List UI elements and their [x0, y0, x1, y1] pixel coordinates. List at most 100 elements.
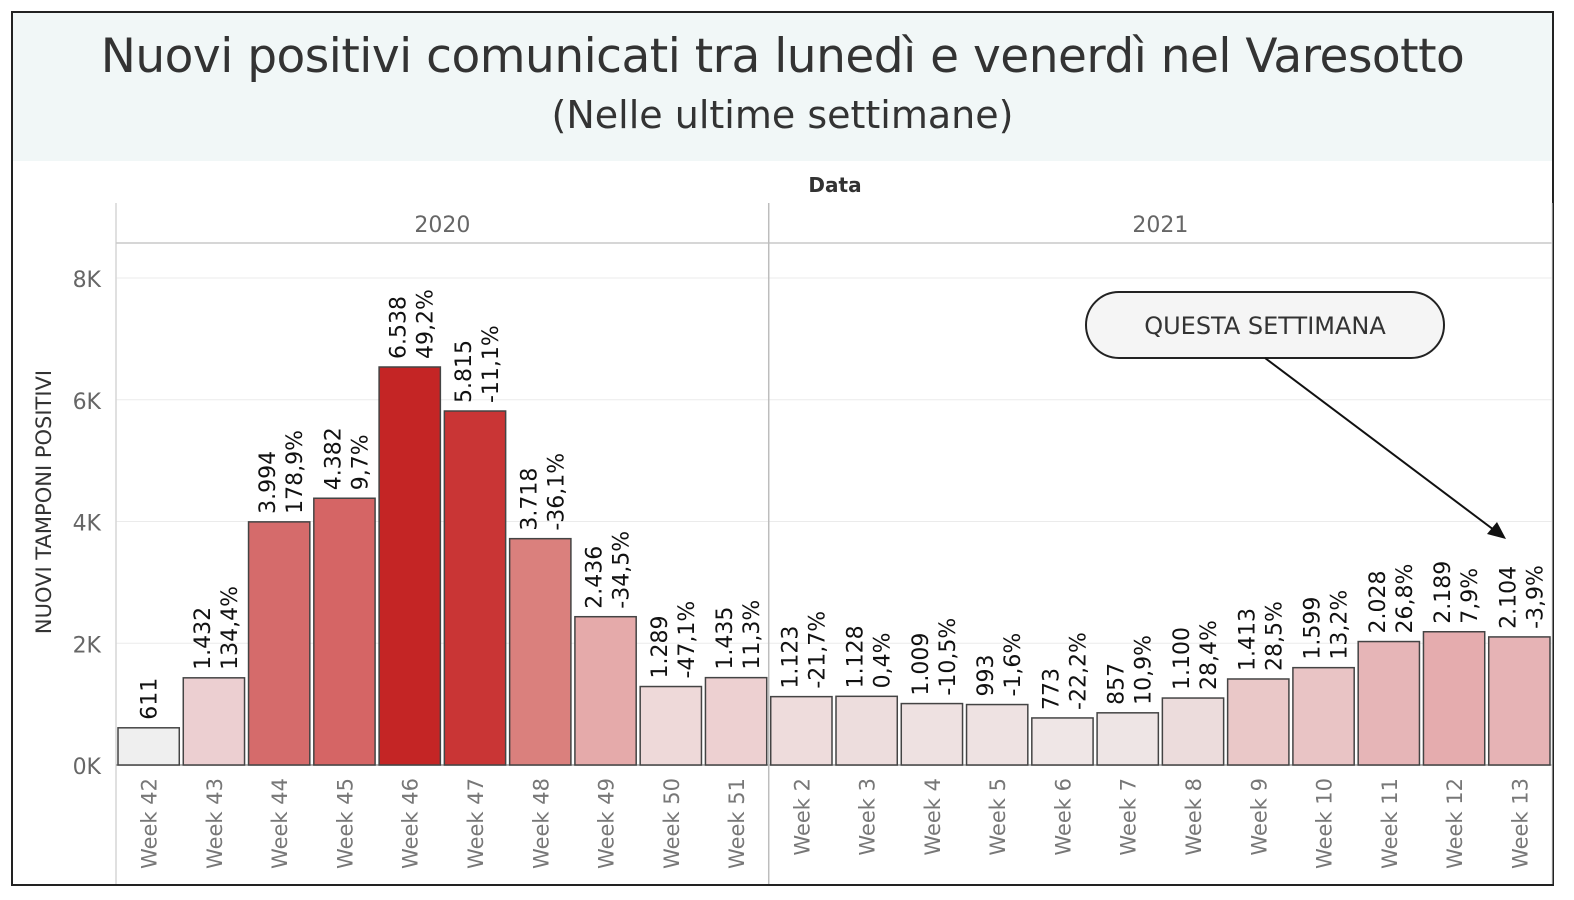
bar-week-11	[1357, 640, 1421, 766]
x-tick-label: Week 7	[1117, 778, 1141, 856]
x-tick-label: Week 11	[1378, 778, 1402, 869]
value-label: 4.382	[321, 427, 346, 490]
change-label: 28,4%	[1197, 620, 1222, 690]
year-header-2021: 2021	[1132, 213, 1188, 238]
change-label: -36,1%	[544, 453, 569, 531]
y-tick-label: 6K	[73, 390, 102, 415]
x-tick-label: Week 3	[856, 778, 880, 856]
bar-week-46	[378, 366, 442, 766]
change-label: 28,5%	[1262, 601, 1287, 671]
annotation-arrow	[1264, 357, 1495, 531]
change-label: 178,9%	[283, 430, 308, 514]
bar-week-48	[508, 537, 572, 766]
x-tick-label: Week 4	[921, 778, 945, 856]
bar-week-43	[182, 677, 246, 766]
bar-week-49	[574, 615, 637, 766]
change-label: -1,6%	[1001, 633, 1026, 697]
y-tick-label: 8K	[73, 268, 102, 293]
annotation-label: QUESTA SETTIMANA	[1144, 312, 1386, 340]
bar-week-2	[769, 695, 833, 766]
bar-week-44	[247, 521, 311, 766]
x-tick-label: Week 2	[790, 778, 814, 856]
x-tick-label: Week 12	[1443, 778, 1467, 869]
x-tick-label: Week 10	[1313, 778, 1337, 869]
x-tick-label: Week 43	[203, 778, 227, 869]
change-label: -34,5%	[610, 531, 635, 609]
value-label: 6.538	[387, 296, 412, 359]
value-label: 1.435	[713, 607, 738, 670]
change-label: -22,2%	[1066, 632, 1091, 710]
change-label: -11,1%	[479, 325, 504, 403]
y-tick-label: 4K	[73, 512, 102, 537]
x-tick-label: Week 42	[138, 778, 162, 869]
bar-week-5	[965, 703, 1029, 766]
change-label: 9,7%	[348, 434, 373, 490]
value-label: 1.599	[1301, 597, 1326, 660]
x-tick-label: Week 51	[725, 778, 749, 869]
chart-title: Nuovi positivi comunicati tra lunedì e v…	[100, 29, 1465, 84]
bar-week-42	[117, 727, 181, 766]
bar-week-3	[835, 695, 899, 766]
change-label: 49,2%	[414, 289, 439, 359]
value-label: 773	[1039, 668, 1064, 710]
value-label: 3.994	[256, 451, 281, 514]
value-label: 1.009	[909, 633, 934, 696]
change-label: -21,7%	[805, 611, 830, 689]
bar-week-47	[443, 410, 507, 766]
bar-week-50	[639, 685, 703, 766]
x-tick-label: Week 47	[464, 778, 488, 869]
value-label: 1.413	[1235, 608, 1260, 671]
annotation-arrowhead	[1487, 522, 1506, 539]
change-label: 26,8%	[1393, 564, 1418, 634]
x-tick-label: Week 44	[268, 778, 292, 869]
chart-header: Nuovi positivi comunicati tra lunedì e v…	[13, 13, 1552, 161]
x-tick-label: Week 46	[399, 778, 423, 869]
bar-week-4	[900, 702, 964, 766]
change-label: 13,2%	[1328, 590, 1353, 660]
x-tick-label: Week 8	[1182, 778, 1206, 856]
value-label: 993	[974, 655, 999, 697]
x-tick-label: Week 6	[1051, 778, 1075, 856]
x-tick-label: Week 13	[1508, 778, 1532, 869]
bar-week-45	[313, 497, 376, 766]
change-label: 7,9%	[1458, 568, 1483, 624]
x-tick-label: Week 48	[529, 778, 553, 869]
value-label: 857	[1105, 663, 1130, 705]
x-tick-label: Week 5	[986, 778, 1010, 856]
x-tick-label: Week 49	[595, 778, 619, 869]
value-label: 5.815	[452, 340, 477, 403]
x-tick-label: Week 9	[1247, 778, 1271, 856]
change-label: -47,1%	[675, 601, 700, 679]
bar-week-6	[1031, 717, 1094, 766]
bar-week-13	[1487, 636, 1551, 766]
y-tick-label: 2K	[73, 633, 102, 658]
change-label: 11,3%	[740, 600, 765, 670]
change-label: 0,4%	[871, 632, 896, 688]
value-label: 2.028	[1366, 571, 1391, 634]
column-header: Data	[808, 173, 861, 197]
bar-week-7	[1096, 712, 1160, 766]
bar-week-51	[704, 676, 768, 766]
year-header-2020: 2020	[414, 213, 470, 238]
value-label: 2.189	[1431, 561, 1456, 624]
bar-week-9	[1226, 678, 1290, 766]
y-tick-label: 0K	[73, 755, 102, 780]
change-label: 134,4%	[218, 586, 243, 670]
value-label: 2.436	[583, 546, 608, 609]
change-label: -3,9%	[1523, 565, 1548, 629]
value-label: 3.718	[517, 468, 542, 531]
x-tick-label: Week 50	[660, 778, 684, 869]
value-label: 611	[138, 678, 163, 720]
bar-week-8	[1161, 697, 1225, 766]
value-label: 1.128	[844, 625, 869, 688]
chart-subtitle: (Nelle ultime settimane)	[551, 93, 1014, 137]
value-label: 2.104	[1496, 566, 1521, 629]
value-label: 1.100	[1170, 627, 1195, 690]
change-label: 10,9%	[1132, 635, 1157, 705]
change-label: -10,5%	[936, 618, 961, 696]
value-label: 1.123	[778, 626, 803, 689]
bar-week-10	[1292, 666, 1355, 766]
value-label: 1.432	[191, 607, 216, 670]
x-tick-label: Week 45	[333, 778, 357, 869]
